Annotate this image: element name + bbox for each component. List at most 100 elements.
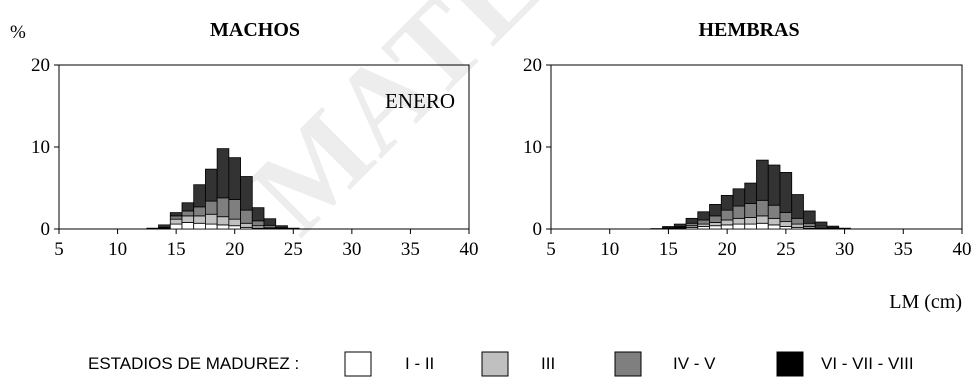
bar-segment bbox=[169, 215, 183, 220]
bar-segment bbox=[709, 203, 722, 217]
bar-segment bbox=[732, 217, 746, 225]
bar-segment bbox=[732, 223, 746, 230]
bar-segment bbox=[709, 225, 722, 230]
bar-segment bbox=[193, 215, 206, 224]
bar-segment bbox=[662, 226, 675, 229]
bar-segment bbox=[205, 200, 218, 215]
bar-segment bbox=[720, 194, 734, 211]
bar-segment bbox=[216, 148, 230, 199]
bar-segment bbox=[709, 215, 722, 223]
x-tick-label: 5 bbox=[54, 239, 64, 260]
x-tick-label: 20 bbox=[225, 239, 244, 260]
bar-segment bbox=[216, 197, 230, 218]
y-tick-label: 20 bbox=[31, 55, 50, 76]
bar-segment bbox=[756, 159, 769, 201]
bar-segment bbox=[205, 168, 218, 202]
bar-segment bbox=[838, 227, 851, 230]
bar-segment bbox=[791, 217, 804, 225]
bar-segment bbox=[181, 210, 195, 217]
y-tick-label: 20 bbox=[523, 55, 542, 76]
bar-segment bbox=[779, 212, 793, 223]
bar-segment bbox=[826, 225, 840, 229]
legend-swatch bbox=[481, 351, 509, 377]
legend-label: I - II bbox=[405, 354, 434, 373]
bar-segment bbox=[779, 172, 793, 213]
bar-segment bbox=[169, 218, 183, 225]
bar-segment bbox=[673, 223, 687, 227]
bar-segment bbox=[158, 224, 171, 228]
chart-title: MACHOS bbox=[210, 19, 300, 41]
bar-segment bbox=[193, 222, 206, 230]
bar-segment bbox=[169, 223, 183, 230]
chart-machos: 0 10 20 5 10 15 20 25 30 35 40 MACHOS% ENERO bbox=[10, 19, 479, 260]
x-tick-label: 10 bbox=[108, 239, 127, 260]
bar-segment bbox=[732, 188, 746, 207]
bar-segment bbox=[251, 207, 265, 222]
bar-segment bbox=[756, 215, 769, 224]
y-axis-label: % bbox=[10, 22, 26, 43]
bar-segment bbox=[720, 209, 734, 221]
bar-segment bbox=[193, 184, 206, 208]
bar-segment bbox=[650, 228, 663, 230]
x-tick-label: 15 bbox=[659, 239, 678, 260]
bar-segment bbox=[205, 213, 218, 225]
legend-swatch bbox=[614, 351, 642, 377]
legend: ESTADIOS DE MADUREZ : I - II III IV - V VI -… bbox=[88, 351, 914, 377]
bar-segment bbox=[744, 217, 757, 225]
bar-segment bbox=[767, 217, 781, 226]
x-tick-label: 10 bbox=[600, 239, 619, 260]
x-tick-label: 5 bbox=[546, 239, 556, 260]
bar-segment bbox=[181, 215, 195, 223]
y-tick-label: 10 bbox=[31, 137, 50, 158]
bar-segment bbox=[744, 182, 757, 204]
x-tick-label: 40 bbox=[460, 239, 479, 260]
legend-title: ESTADIOS DE MADUREZ : bbox=[88, 354, 299, 373]
bar-segment bbox=[756, 222, 769, 230]
bar-segment bbox=[181, 222, 195, 230]
x-tick-label: 35 bbox=[894, 239, 913, 260]
bar-segment bbox=[228, 199, 241, 220]
x-tick-label: 25 bbox=[284, 239, 303, 260]
legend-label: III bbox=[541, 354, 555, 373]
y-tick-label: 10 bbox=[523, 137, 542, 158]
bar-segment bbox=[169, 212, 183, 217]
bar-segment bbox=[767, 164, 781, 206]
x-tick-label: 15 bbox=[167, 239, 186, 260]
bar-segment bbox=[814, 221, 828, 227]
bar-segment bbox=[228, 218, 241, 227]
bar-segment bbox=[767, 224, 781, 230]
bar-segment bbox=[732, 205, 746, 219]
bar-segment bbox=[181, 202, 195, 212]
bar-segment bbox=[803, 222, 816, 227]
bar-segment bbox=[697, 219, 710, 225]
bar-segment bbox=[287, 227, 300, 230]
y-tick-label: 0 bbox=[41, 219, 51, 240]
bar-segment bbox=[263, 218, 277, 226]
bar-segment bbox=[228, 157, 241, 200]
bar-segment bbox=[756, 199, 769, 217]
bar-segment bbox=[146, 227, 159, 230]
bar-segment bbox=[216, 216, 230, 226]
x-tick-label: 25 bbox=[776, 239, 795, 260]
bar-segment bbox=[240, 176, 253, 211]
legend-swatch bbox=[344, 351, 372, 377]
legend-swatch bbox=[776, 351, 804, 377]
bar-segment bbox=[228, 225, 241, 230]
bar-segment bbox=[720, 224, 734, 230]
bar-segment bbox=[803, 210, 816, 224]
bar-segment bbox=[709, 222, 722, 227]
x-tick-label: 30 bbox=[835, 239, 854, 260]
x-tick-label: 30 bbox=[342, 239, 361, 260]
bar-segment bbox=[720, 219, 734, 226]
bar-segment bbox=[240, 209, 253, 224]
bar-segment bbox=[275, 225, 288, 229]
chart-hembras: 0 10 20 5 10 15 20 25 30 35 40 HEMBRAS LM (cm) bbox=[523, 19, 972, 313]
bar-segment bbox=[216, 224, 230, 230]
x-axis-label: LM (cm) bbox=[889, 291, 962, 313]
bar-segment bbox=[697, 211, 710, 221]
bar-segment bbox=[193, 206, 206, 217]
x-tick-label: 20 bbox=[718, 239, 737, 260]
bar-segment bbox=[205, 223, 218, 230]
month-annotation: ENERO bbox=[385, 89, 455, 113]
